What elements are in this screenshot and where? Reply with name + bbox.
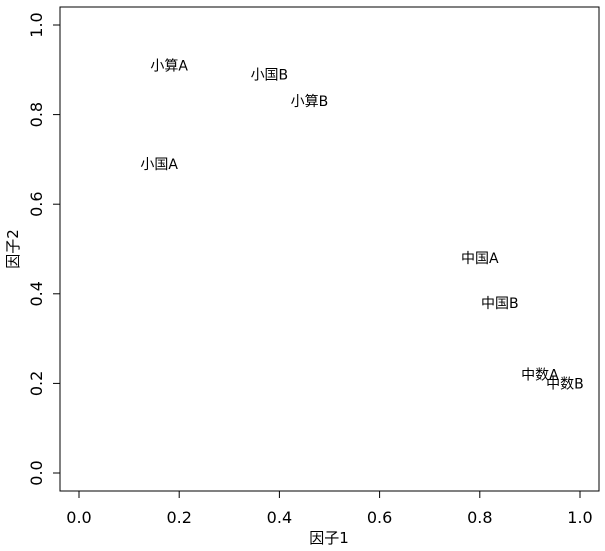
point-label: 中数B bbox=[546, 376, 584, 392]
x-axis-title: 因子1 bbox=[309, 529, 349, 547]
x-tick-label: 0.6 bbox=[367, 508, 392, 527]
y-tick-label: 0.6 bbox=[27, 191, 46, 216]
x-tick-label: 0.2 bbox=[166, 508, 191, 527]
x-tick-label: 0.4 bbox=[267, 508, 292, 527]
y-axis-title: 因子2 bbox=[4, 229, 22, 269]
plot-frame bbox=[59, 6, 600, 492]
y-tick-label: 0.0 bbox=[27, 460, 46, 485]
x-tick-label: 0.0 bbox=[66, 508, 91, 527]
point-label: 小算A bbox=[150, 58, 188, 74]
y-tick-label: 0.4 bbox=[27, 281, 46, 306]
y-axis: 0.0 0.2 0.4 0.6 0.8 1.0 bbox=[27, 12, 61, 486]
point-label: 中数A bbox=[521, 367, 559, 383]
point-label: 中国A bbox=[461, 251, 499, 267]
point-label: 中国B bbox=[481, 296, 519, 312]
point-label: 小算B bbox=[291, 94, 329, 110]
y-tick-label: 1.0 bbox=[27, 12, 46, 37]
x-tick-label: 1.0 bbox=[567, 508, 592, 527]
x-tick-label: 0.8 bbox=[467, 508, 492, 527]
point-label: 小国A bbox=[140, 157, 178, 173]
y-tick-label: 0.2 bbox=[27, 371, 46, 396]
x-axis: 0.0 0.2 0.4 0.6 0.8 1.0 bbox=[66, 490, 593, 527]
point-label: 小国B bbox=[251, 67, 289, 83]
y-tick-label: 0.8 bbox=[27, 102, 46, 127]
